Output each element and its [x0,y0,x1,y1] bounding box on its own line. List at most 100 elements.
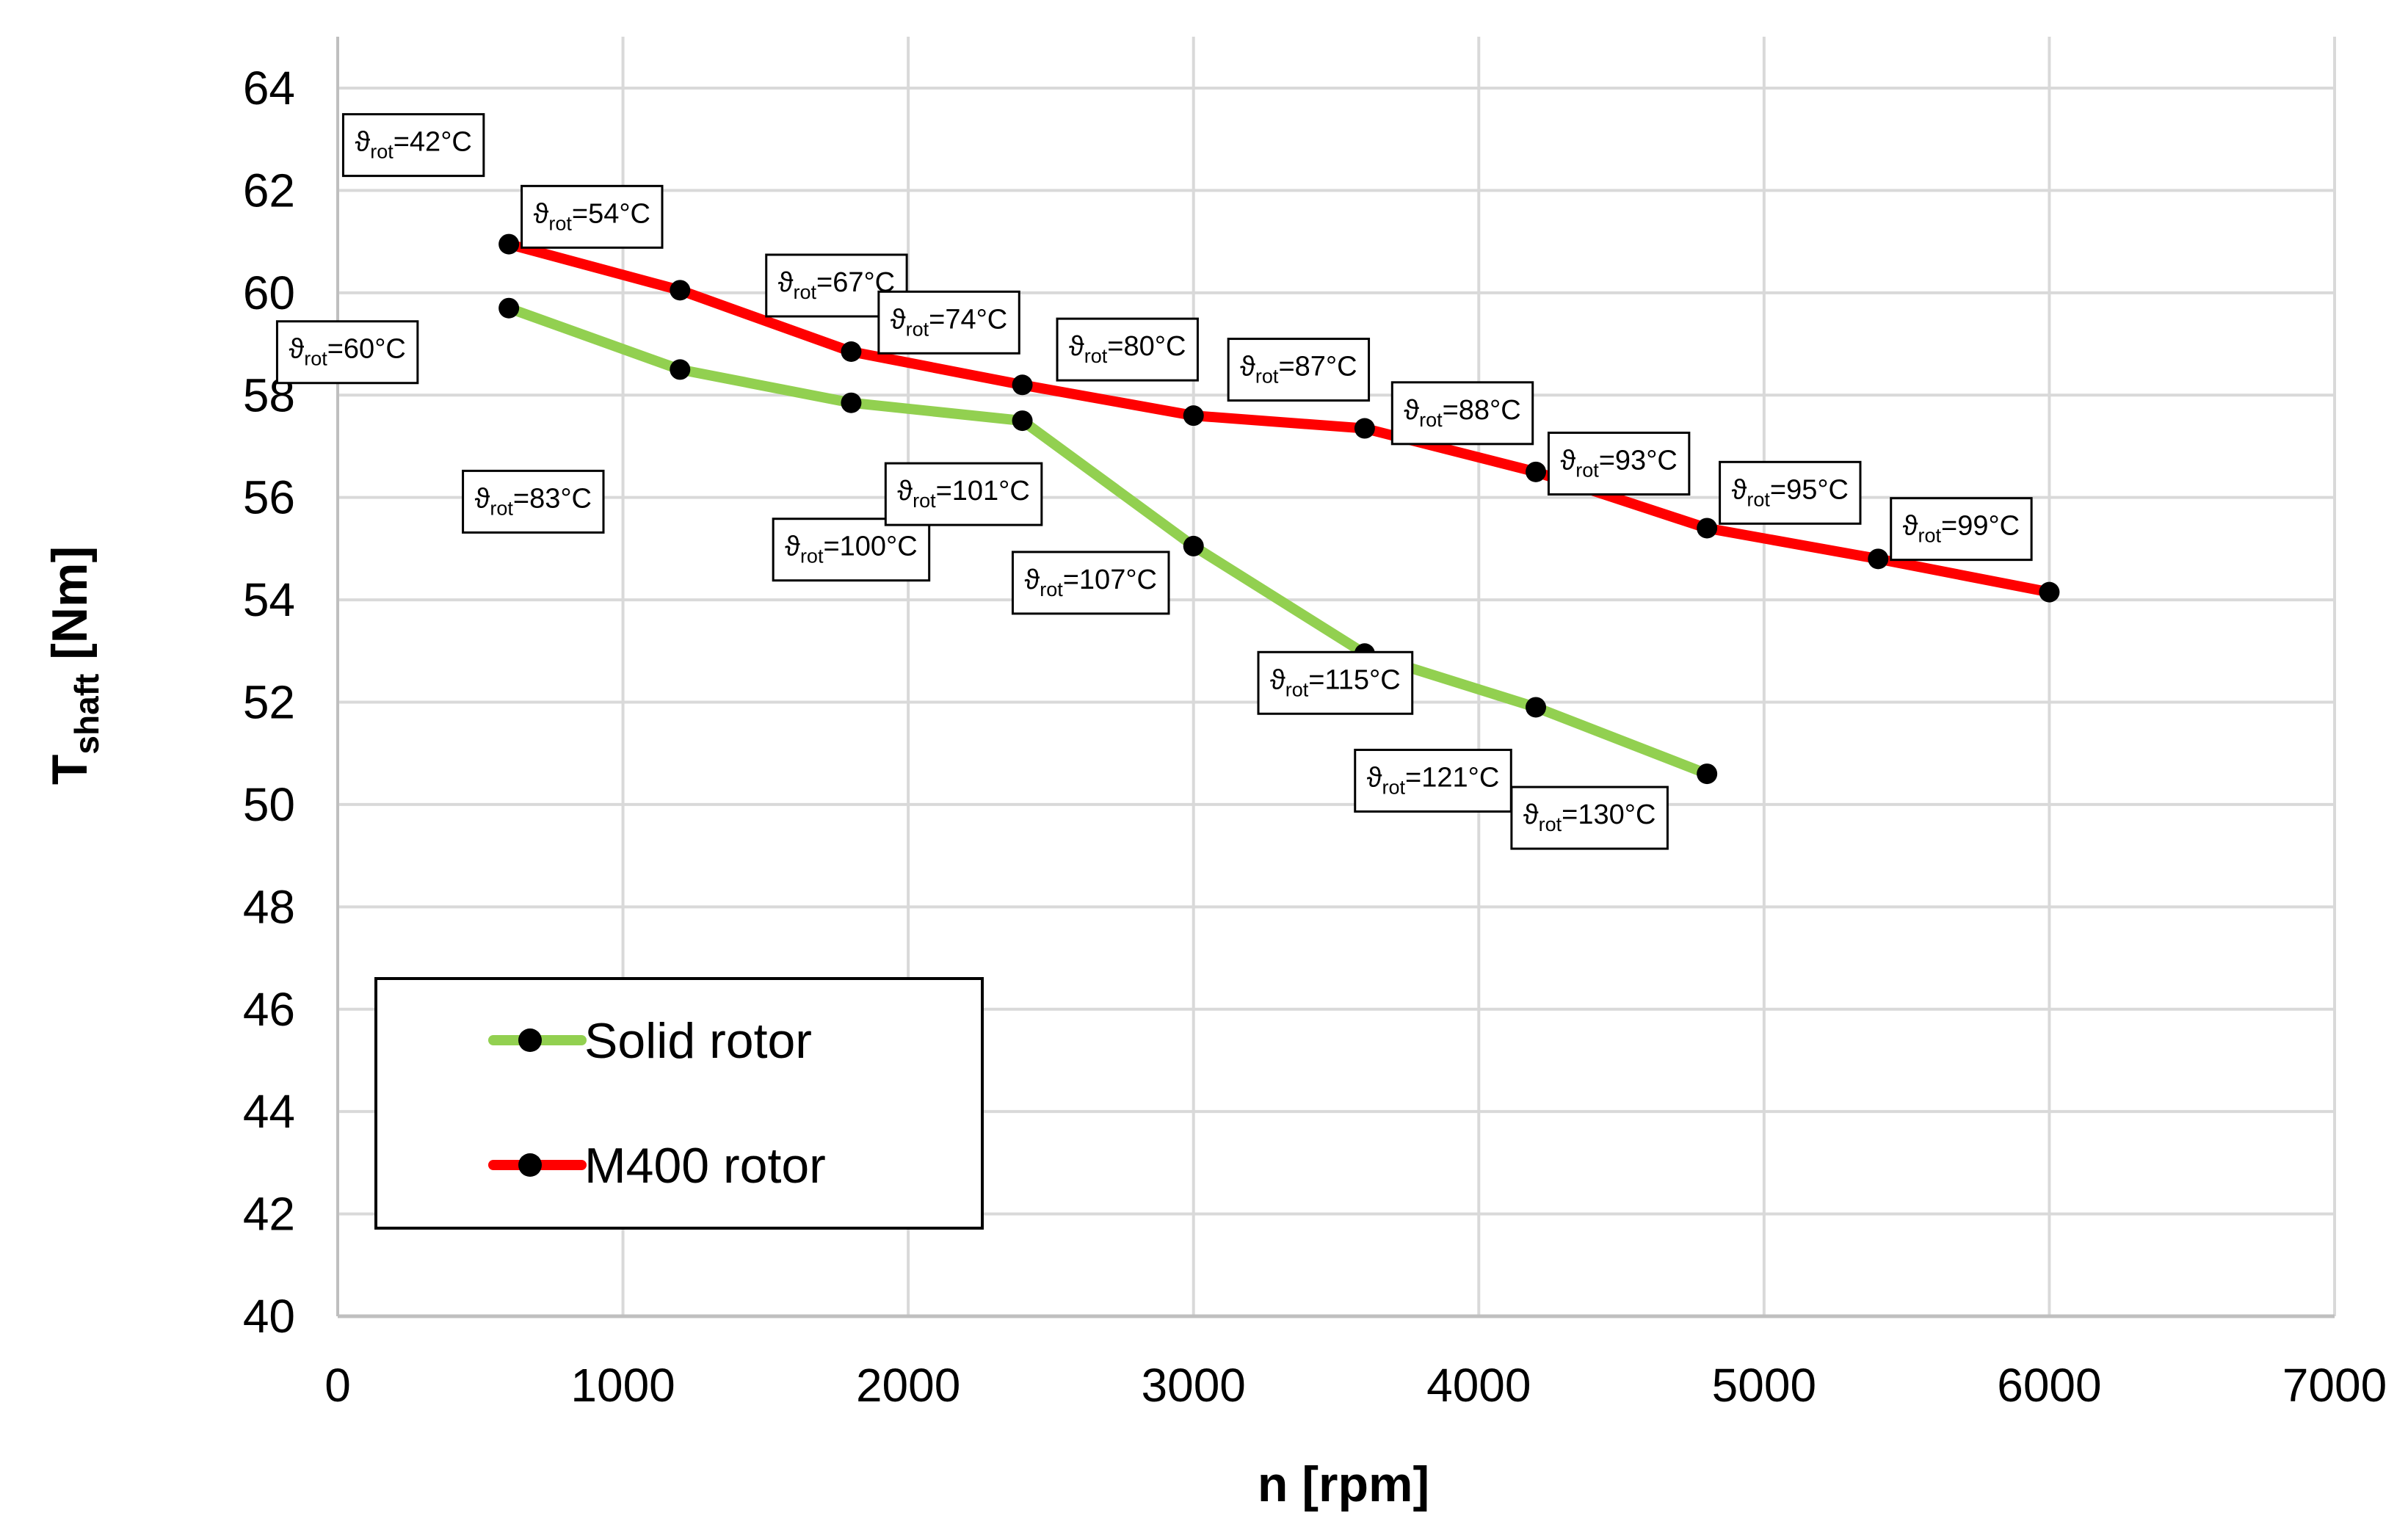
legend-marker [518,1153,542,1177]
data-label-box [1390,381,1534,446]
data-point [1697,518,1718,539]
data-label-box [1719,460,1862,525]
data-label-box [1056,317,1199,382]
data-label: ϑrot=83°C [462,469,605,534]
data-label-box [521,184,664,249]
data-label-box [877,290,1020,355]
data-label: ϑrot=93°C [1547,431,1691,496]
data-point [841,341,862,362]
data-label: ϑrot=107°C [1011,551,1170,615]
data-label-text: ϑrot=74°C [891,304,1007,340]
x-tick-label: 5000 [1712,1359,1816,1412]
legend-label: M400 rotor [584,1138,826,1194]
data-point [1183,405,1204,427]
data-label-text: ϑrot=99°C [1903,511,2020,547]
data-point [1526,461,1546,482]
data-label-text: ϑrot=101°C [897,476,1030,512]
data-point [1697,763,1718,785]
data-label-text: ϑrot=100°C [785,531,918,567]
data-label-text: ϑrot=83°C [475,483,592,519]
legend-label: Solid rotor [584,1013,812,1069]
data-label-text: ϑrot=95°C [1732,474,1849,510]
data-label: ϑrot=115°C [1257,650,1414,715]
data-label-text: ϑrot=115°C [1270,664,1401,700]
y-tick-label: 56 [243,471,295,524]
x-tick-label: 6000 [1997,1359,2101,1412]
data-point [670,280,691,301]
x-tick-label: 0 [324,1359,351,1412]
data-label: ϑrot=54°C [521,184,664,249]
legend-marker [518,1028,542,1052]
y-tick-label: 52 [243,676,295,729]
data-label: ϑrot=100°C [772,518,931,582]
data-label: ϑrot=42°C [341,113,485,178]
data-label-box [884,462,1043,526]
data-point [498,233,520,255]
y-tick-label: 62 [243,164,295,217]
data-label: ϑrot=130°C [1510,785,1669,850]
data-point [1012,410,1033,432]
y-tick-label: 54 [243,573,295,626]
x-tick-label: 2000 [856,1359,960,1412]
data-point [2039,581,2060,603]
series [498,233,2060,785]
data-label-text: ϑrot=80°C [1069,331,1186,367]
data-label: ϑrot=74°C [877,290,1020,355]
x-tick-label: 4000 [1426,1359,1531,1412]
data-label-text: ϑrot=93°C [1560,445,1677,481]
data-label-text: ϑrot=42°C [355,127,471,163]
x-tick-label: 1000 [570,1359,675,1412]
data-label-box [772,518,931,582]
data-point [498,297,520,319]
y-tick-label: 60 [243,266,295,319]
legend: Solid rotor M400 rotor [374,977,984,1230]
data-label: ϑrot=88°C [1390,381,1534,446]
data-label: ϑrot=101°C [884,462,1043,526]
data-label-box [1011,551,1170,615]
y-tick-label: 46 [243,983,295,1036]
legend-box [374,977,984,1230]
data-point [1012,374,1033,396]
data-point [670,359,691,380]
data-label-text: ϑrot=130°C [1523,799,1656,835]
x-tick-label: 7000 [2282,1359,2387,1412]
data-label-text: ϑrot=60°C [289,334,405,370]
data-point [1183,535,1204,556]
y-tick-label: 42 [243,1188,295,1241]
data-label-text: ϑrot=54°C [534,198,650,234]
data-label-text: ϑrot=107°C [1024,565,1157,600]
data-label: ϑrot=60°C [275,320,419,385]
x-axis-title: n [rpm] [1258,1456,1429,1512]
data-label: ϑrot=99°C [1890,497,2033,562]
series-line-m400-rotor [504,239,2055,598]
y-axis-title: Tshaft [Nm] [42,546,106,785]
data-label-box [1510,785,1669,850]
data-label-box [462,469,605,534]
data-label-box [1227,338,1371,402]
data-point [1354,418,1375,439]
data-point [841,392,862,413]
data-labels: ϑrot=60°C ϑrot=83°C ϑrot=100°C ϑrot=101°C ϑr… [275,113,2033,850]
data-label: ϑrot=80°C [1056,317,1199,382]
series-line-solid-rotor [504,302,1713,780]
y-tick-label: 44 [243,1085,295,1138]
data-label-box [1257,650,1414,715]
y-tick-label: 40 [243,1290,295,1343]
data-point [1526,697,1546,718]
data-label: ϑrot=87°C [1227,338,1371,402]
data-label: ϑrot=95°C [1719,460,1862,525]
y-tick-label: 50 [243,778,295,831]
data-label-box [341,113,485,178]
data-label-box [1547,431,1691,496]
data-label-text: ϑrot=121°C [1367,762,1500,798]
x-tick-label: 3000 [1142,1359,1246,1412]
y-tick-label: 64 [243,62,295,115]
data-label-box [1890,497,2033,562]
data-label-text: ϑrot=88°C [1404,395,1520,431]
data-label-text: ϑrot=87°C [1240,352,1357,388]
data-point [1868,548,1889,570]
data-label-box [275,320,419,385]
data-label: ϑrot=121°C [1354,748,1512,813]
